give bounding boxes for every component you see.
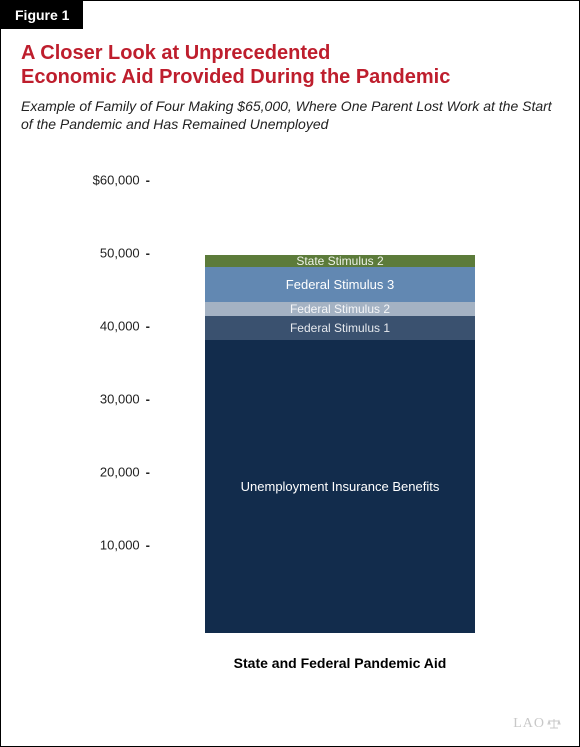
bar-segment: Federal Stimulus 2 — [205, 302, 475, 317]
bar-segment: State Stimulus 2 — [205, 255, 475, 267]
y-tick-label: 30,000 — [100, 392, 140, 407]
y-tick-label: 50,000 — [100, 246, 140, 261]
bar-segment: Federal Stimulus 1 — [205, 316, 475, 339]
x-axis-label: State and Federal Pandemic Aid — [150, 655, 530, 671]
figure-container: Figure 1 A Closer Look at Unprecedented … — [0, 0, 580, 747]
bar-segment: Federal Stimulus 3 — [205, 267, 475, 302]
y-tick: 20,000- — [100, 465, 150, 480]
y-tick-label: 20,000 — [100, 465, 140, 480]
lao-logo-text: LAO — [513, 716, 545, 732]
chart: 10,000- 20,000- 30,000- 40,000- 50,000- $60,0… — [30, 163, 550, 683]
title-line-2: Economic Aid Provided During the Pandemi… — [21, 66, 450, 88]
figure-subtitle: Example of Family of Four Making $65,000… — [21, 97, 559, 133]
y-tick: 30,000- — [100, 392, 150, 407]
y-tick: 10,000- — [100, 538, 150, 553]
y-tick-label: 10,000 — [100, 538, 140, 553]
y-tick-label: $60,000 — [93, 173, 140, 188]
y-tick-label: 40,000 — [100, 319, 140, 334]
bar-segment: Unemployment Insurance Benefits — [205, 340, 475, 634]
figure-tab: Figure 1 — [1, 1, 83, 29]
plot-area: State Stimulus 2 Federal Stimulus 3 Federa… — [150, 173, 530, 633]
y-tick: 40,000- — [100, 319, 150, 334]
bar-segment-label: Federal Stimulus 3 — [286, 277, 394, 292]
y-axis: 10,000- 20,000- 30,000- 40,000- 50,000- $60,0… — [30, 173, 150, 633]
y-tick: $60,000- — [93, 173, 150, 188]
bar-segment-label: Federal Stimulus 2 — [290, 302, 390, 316]
bar-segment-label: Federal Stimulus 1 — [290, 321, 390, 335]
figure-title: A Closer Look at Unprecedented Economic … — [21, 41, 559, 89]
scales-icon — [547, 718, 561, 730]
stacked-bar: State Stimulus 2 Federal Stimulus 3 Federa… — [205, 255, 475, 633]
content-area: A Closer Look at Unprecedented Economic … — [1, 1, 579, 703]
lao-logo: LAO — [513, 716, 561, 732]
title-line-1: A Closer Look at Unprecedented — [21, 42, 330, 64]
bar-segment-label: Unemployment Insurance Benefits — [241, 479, 440, 494]
y-tick: 50,000- — [100, 246, 150, 261]
